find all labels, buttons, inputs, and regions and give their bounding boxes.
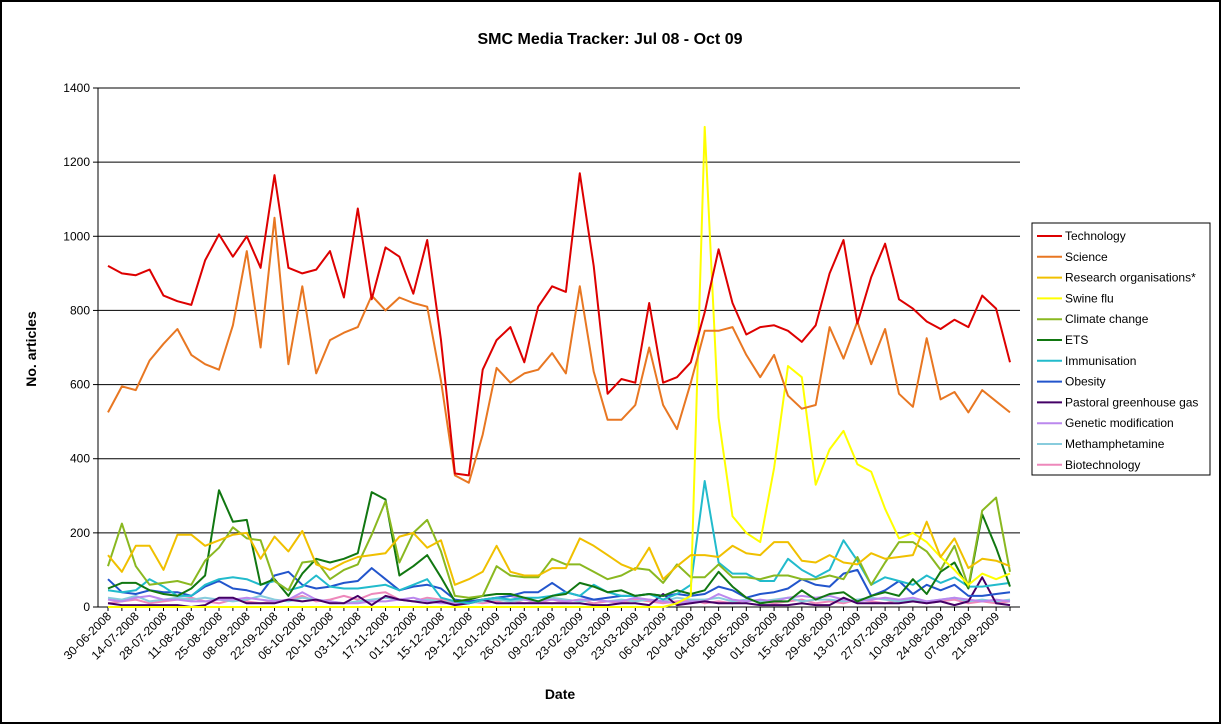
x-axis-title: Date	[545, 686, 576, 702]
series-lines	[107, 125, 1011, 608]
series-line-obesity	[107, 567, 1011, 603]
y-tick-label: 200	[70, 526, 90, 540]
x-axis: 30-06-200814-07-200828-07-200811-08-2008…	[61, 606, 1020, 663]
series-line-swine-flu	[108, 125, 1011, 608]
legend-label: Obesity	[1065, 375, 1106, 389]
y-tick-label: 1200	[63, 155, 90, 169]
series-line-science	[107, 216, 1011, 484]
y-axis: 0 200 400 600 800 1000 1200 1400	[63, 81, 99, 614]
series-line-technology	[107, 172, 1011, 477]
chart-title: SMC Media Tracker: Jul 08 - Oct 09	[478, 31, 743, 48]
y-tick-label: 400	[70, 452, 90, 466]
y-axis-title: No. articles	[23, 311, 39, 387]
legend-label: Climate change	[1065, 312, 1149, 326]
legend-box	[1031, 222, 1211, 476]
y-tick-label: 600	[70, 378, 90, 392]
y-tick-label: 800	[70, 303, 90, 317]
legend-label: Biotechnology	[1065, 458, 1140, 472]
legend-label: ETS	[1065, 333, 1088, 347]
legend-label: Science	[1065, 250, 1108, 264]
series-line-research-organisations-	[107, 520, 1011, 586]
series-line-ets	[107, 489, 1011, 605]
legend-label: Genetic modification	[1065, 416, 1174, 430]
legend-label: Pastoral greenhouse gas	[1065, 395, 1198, 409]
y-tick-label: 0	[83, 600, 90, 614]
legend-label: Research organisations*	[1065, 271, 1196, 285]
y-tick-label: 1400	[63, 81, 90, 95]
legend-label: Methamphetamine	[1065, 437, 1165, 451]
series-line-immunisation	[107, 480, 1011, 605]
y-tick-label: 1000	[63, 229, 90, 243]
legend: Technology Science Research organisations*…	[1031, 222, 1211, 476]
series-line-pastoral-greenhouse-gas	[107, 576, 1011, 608]
series-line-methamphetamine	[107, 594, 1011, 605]
legend-label: Immunisation	[1065, 354, 1136, 368]
gridlines	[98, 87, 1020, 534]
legend-label: Technology	[1065, 229, 1126, 243]
legend-label: Swine flu	[1065, 291, 1114, 305]
